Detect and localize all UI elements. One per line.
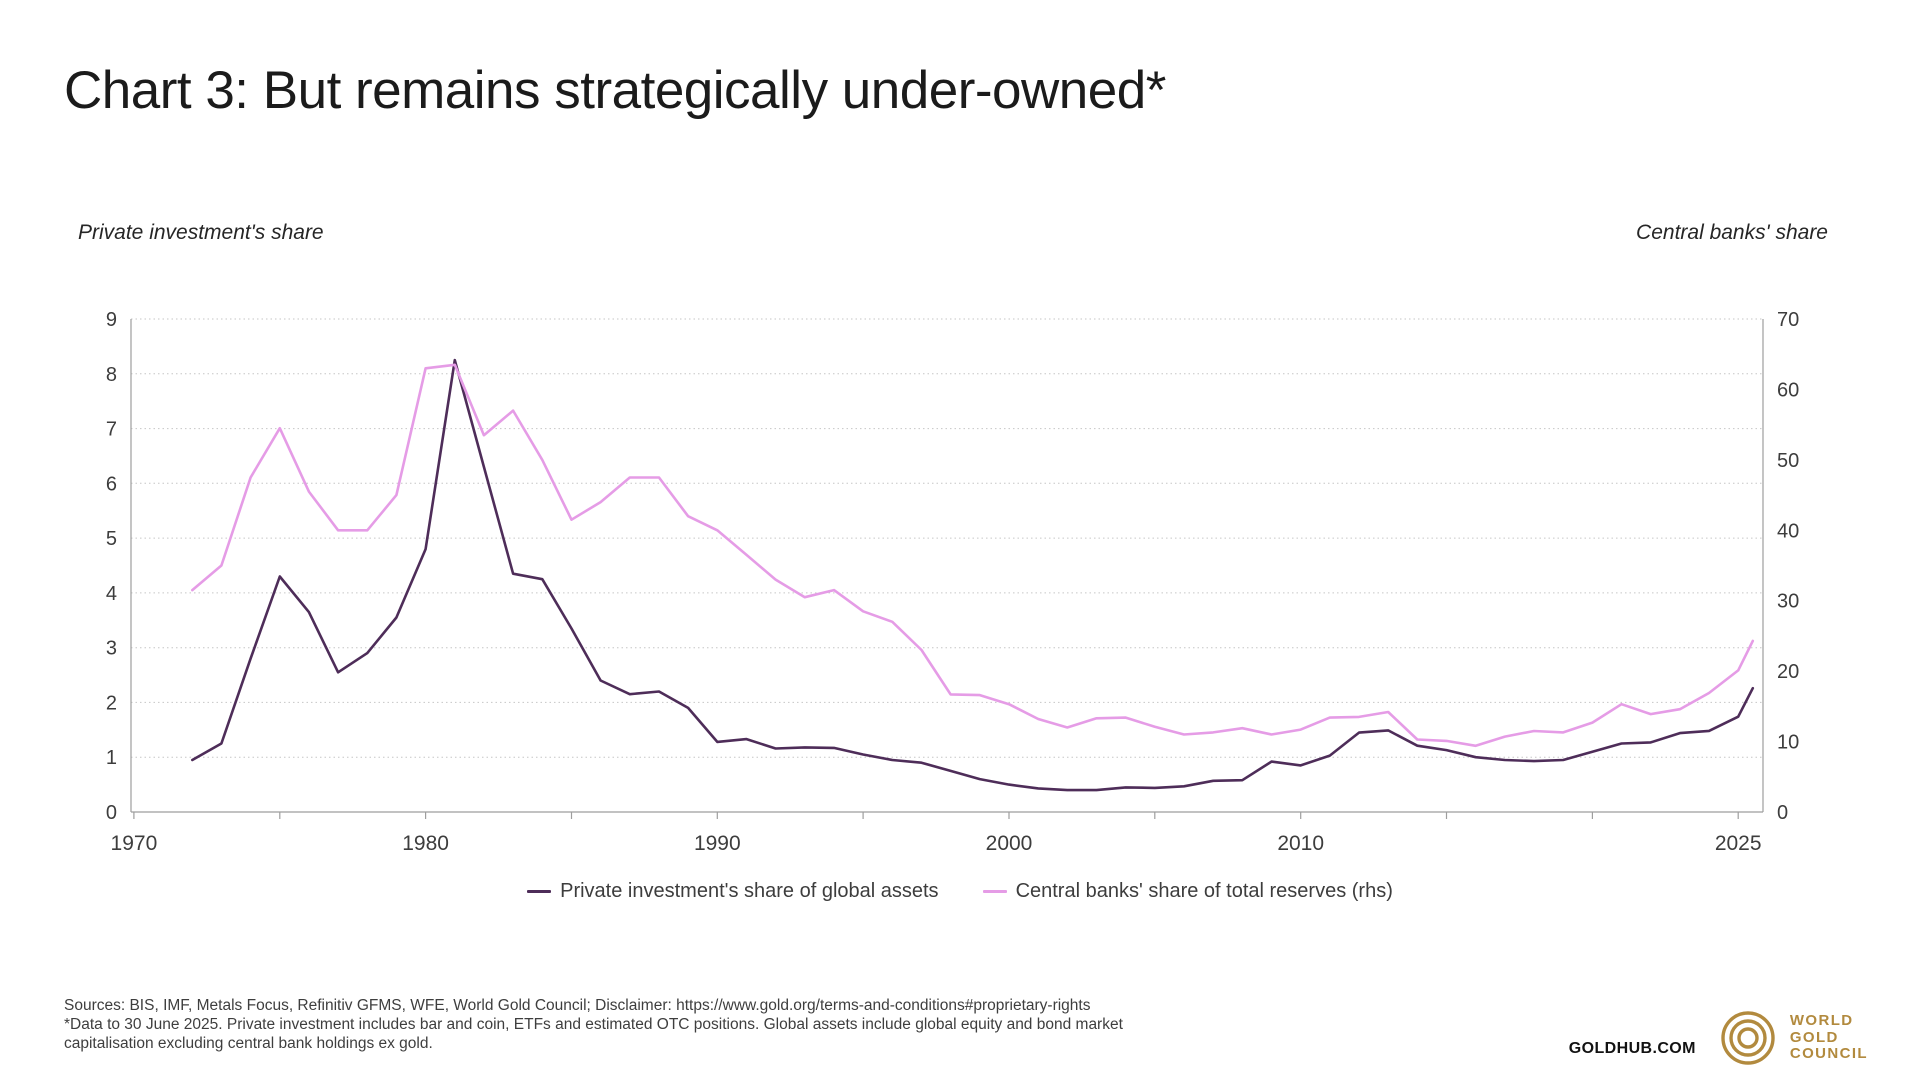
wgc-logo-line-gold: GOLD	[1789, 1028, 1839, 1046]
svg-text:5: 5	[106, 528, 117, 550]
right-axis-label: Central banks' share	[1636, 221, 1828, 244]
svg-text:20: 20	[1777, 661, 1799, 683]
chart-title: Chart 3: But remains strategically under…	[64, 61, 1166, 120]
svg-text:50: 50	[1777, 450, 1799, 472]
svg-text:3: 3	[106, 638, 117, 660]
legend-label-central-banks: Central banks' share of total reserves (…	[1015, 880, 1393, 902]
svg-text:1980: 1980	[402, 832, 449, 855]
svg-text:8: 8	[106, 364, 117, 386]
legend: Private investment's share of global ass…	[0, 880, 1920, 903]
wgc-logo-line-council: COUNCIL	[1789, 1045, 1868, 1063]
svg-text:1: 1	[106, 747, 117, 769]
svg-text:2025: 2025	[1715, 832, 1762, 855]
svg-text:0: 0	[1777, 802, 1788, 824]
wgc-rings-icon	[1721, 1011, 1775, 1065]
svg-text:7: 7	[106, 419, 117, 441]
brand-area: GOLDHUB.COM WORLD GOLD COUNCIL	[1569, 1009, 1868, 1067]
svg-text:30: 30	[1777, 591, 1799, 613]
svg-text:1990: 1990	[694, 832, 741, 855]
wgc-logo-line-world: WORLD	[1789, 1012, 1854, 1030]
svg-text:2: 2	[106, 692, 117, 714]
svg-text:60: 60	[1777, 379, 1799, 401]
legend-item-private: Private investment's share of global ass…	[527, 880, 939, 903]
legend-item-central-banks: Central banks' share of total reserves (…	[982, 880, 1393, 903]
legend-swatch-private	[527, 890, 552, 893]
svg-text:0: 0	[106, 802, 117, 824]
legend-swatch-central-banks	[982, 890, 1007, 893]
footer-line-2: *Data to 30 June 2025. Private investmen…	[64, 1016, 1123, 1033]
svg-text:4: 4	[106, 583, 117, 605]
svg-text:2010: 2010	[1277, 832, 1324, 855]
footer-sources: Sources: BIS, IMF, Metals Focus, Refinit…	[64, 996, 1123, 1053]
left-axis-label: Private investment's share	[78, 221, 324, 244]
svg-text:2000: 2000	[986, 832, 1033, 855]
svg-text:6: 6	[106, 473, 117, 495]
svg-text:40: 40	[1777, 520, 1799, 542]
svg-text:1970: 1970	[111, 832, 158, 855]
footer-line-3: capitalisation excluding central bank ho…	[64, 1035, 433, 1052]
svg-text:10: 10	[1777, 732, 1799, 754]
legend-label-private: Private investment's share of global ass…	[560, 880, 939, 902]
wgc-logo-text: WORLD GOLD COUNCIL	[1790, 1013, 1868, 1063]
svg-text:70: 70	[1777, 309, 1799, 331]
footer-line-1: Sources: BIS, IMF, Metals Focus, Refinit…	[64, 997, 1091, 1014]
svg-text:9: 9	[106, 309, 117, 331]
goldhub-wordmark: GOLDHUB.COM	[1568, 1040, 1696, 1057]
